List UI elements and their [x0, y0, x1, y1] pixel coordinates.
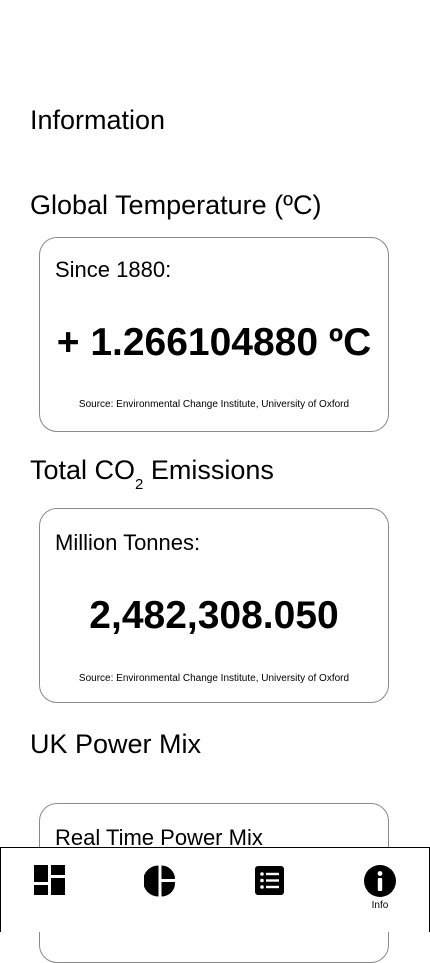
temperature-value: + 1.266104880 ºC — [56, 321, 372, 364]
tab-dashboard[interactable] — [20, 848, 80, 933]
emissions-source: Source: Environmental Change Institute, … — [78, 673, 350, 684]
temperature-card: Since 1880: + 1.266104880 ºC Source: Env… — [39, 237, 389, 432]
list-icon — [255, 866, 284, 895]
tab-info[interactable]: Info — [350, 848, 410, 933]
emissions-title-prefix: Total CO — [30, 455, 136, 485]
dashboard-icon — [34, 865, 65, 895]
emissions-section-title: Total CO2 Emissions — [30, 453, 274, 492]
emissions-card-label: Million Tonnes: — [55, 530, 201, 555]
power-mix-section-title: UK Power Mix — [30, 729, 202, 759]
tab-info-label: Info — [371, 900, 389, 911]
tab-charts[interactable] — [130, 848, 190, 933]
emissions-value: 2,482,308.050 — [89, 594, 339, 637]
tab-bar: Info — [0, 847, 430, 932]
page-title: Information — [30, 105, 166, 135]
power-mix-card-label: Real Time Power Mix — [55, 825, 263, 850]
tab-list[interactable] — [240, 848, 300, 933]
emissions-title-subscript: 2 — [135, 476, 144, 493]
temperature-source: Source: Environmental Change Institute, … — [78, 399, 350, 410]
temperature-section-title: Global Temperature (ºC) — [30, 190, 322, 220]
pie-chart-icon — [144, 865, 176, 897]
temperature-card-label: Since 1880: — [55, 257, 172, 282]
info-icon — [364, 865, 396, 897]
emissions-title-suffix: Emissions — [143, 455, 274, 485]
emissions-card: Million Tonnes: 2,482,308.050 Source: En… — [39, 508, 389, 703]
